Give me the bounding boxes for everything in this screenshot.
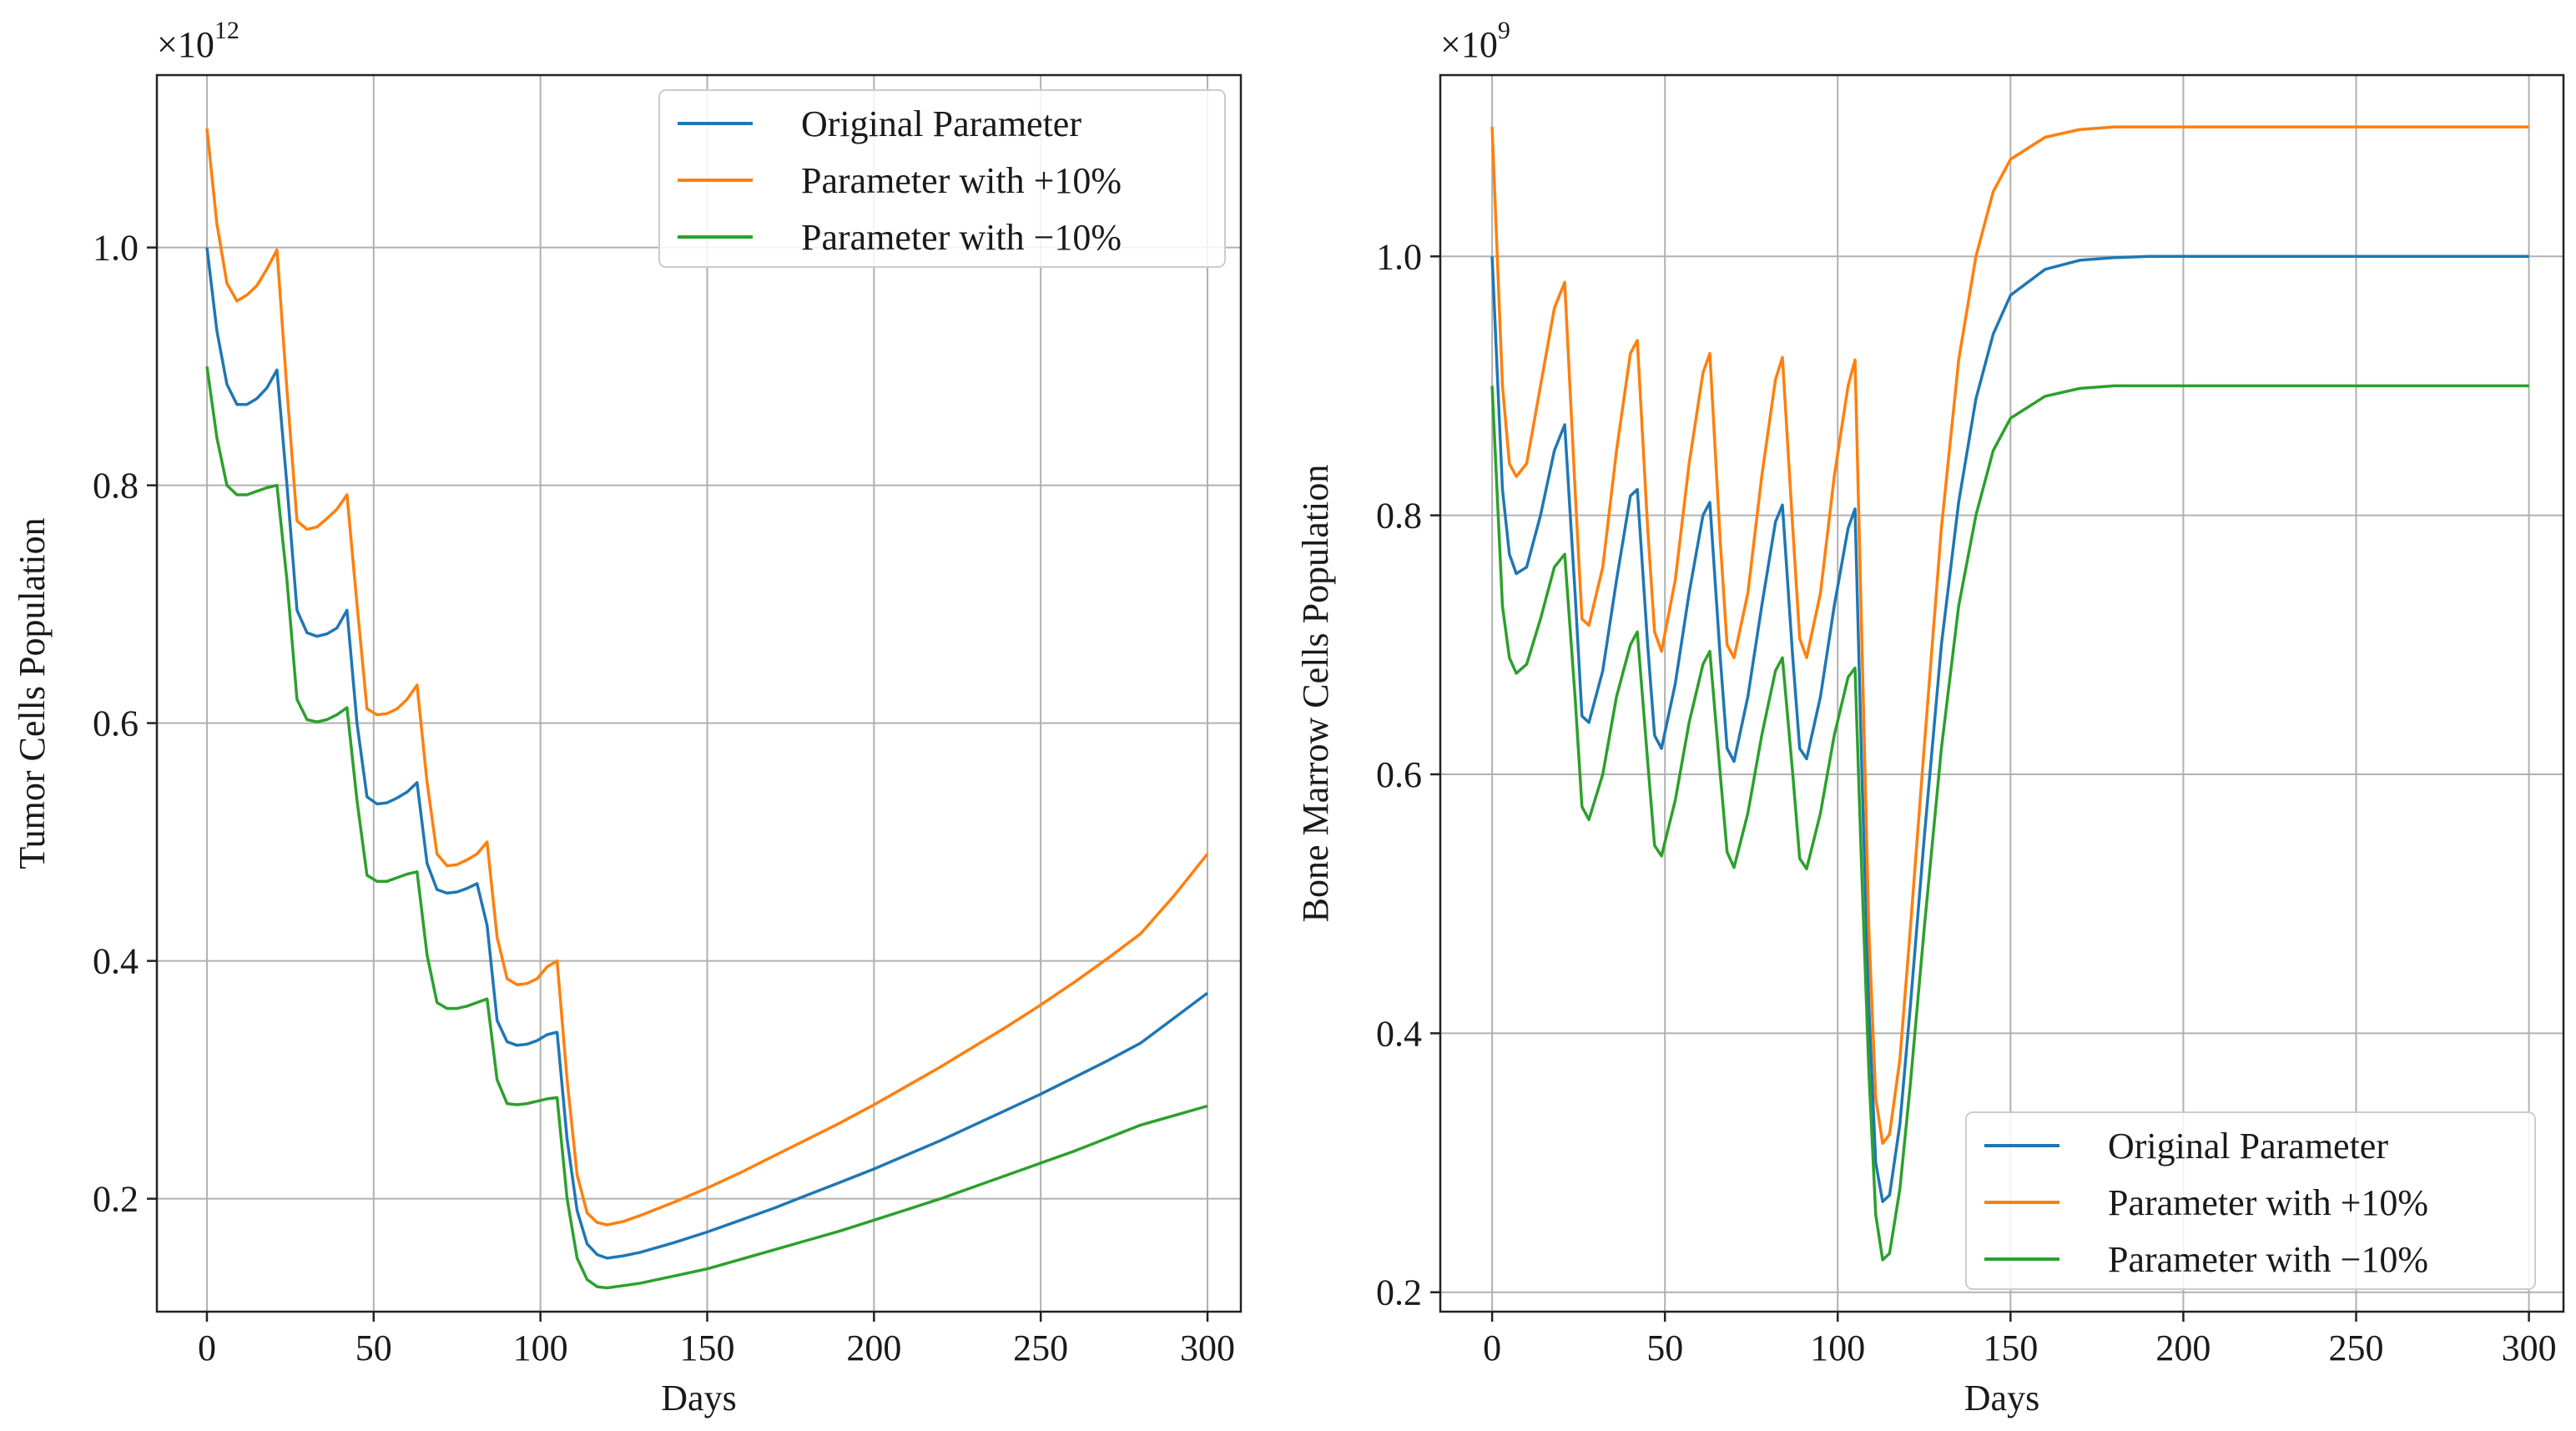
marrow-xtick-label: 100 [1810,1328,1865,1368]
bone-marrow-cells-chart: 0 50 100 150 200 250 300 0.2 0.4 0.6 0.8 1.0 Days Bon… [1295,17,2565,1418]
tumor-legend-box [658,89,1226,268]
marrow-yaxis-label: Bone Marrow Cells Population [1295,465,1336,923]
marrow-xtick-label: 250 [2329,1328,2384,1368]
marrow-xtick-label: 300 [2502,1328,2557,1368]
marrow-scale-label: ×109 [1440,17,1510,65]
marrow-series-line-2 [1490,384,2529,1262]
tumor-ytick-label: 0.8 [93,466,139,506]
tumor-ytick-label: 0.4 [93,941,139,982]
tumor-xtick-label: 0 [198,1328,216,1368]
marrow-axes-frame [1439,73,2565,1313]
marrow-legend-label: Parameter with −10% [2108,1239,2428,1280]
tumor-ytick-label: 0.6 [93,703,139,744]
tumor-series-line-2 [205,365,1208,1290]
tumor-xtick-label: 200 [846,1328,901,1368]
marrow-ytick-label: 0.6 [1376,754,1422,795]
marrow-xaxis-label: Days [1964,1378,2039,1418]
marrow-series-line-1 [1490,125,2529,1146]
marrow-series-line-0 [1490,254,2529,1203]
marrow-ytick-label: 1.0 [1376,236,1422,277]
tumor-legend-label: Parameter with +10% [801,160,1122,201]
marrow-ytick-label: 0.2 [1376,1272,1422,1313]
marrow-xtick-label: 200 [2155,1328,2211,1368]
tumor-legend-label: Parameter with −10% [801,217,1122,258]
marrow-legend-label: Parameter with +10% [2108,1182,2428,1223]
tumor-xtick-label: 100 [513,1328,568,1368]
marrow-xtick-label: 50 [1646,1328,1683,1368]
tumor-legend-label: Original Parameter [801,103,1081,144]
tumor-axes-frame [155,73,1243,1313]
tumor-cells-chart: 0 50 100 150 200 250 300 0.2 0.4 0.6 0.8 1.0 Days Tum… [12,17,1243,1418]
tumor-xtick-label: 50 [355,1328,392,1368]
marrow-legend: Original Parameter Parameter with +10% Par… [1965,1111,2536,1290]
tumor-series-line-0 [205,247,1209,1260]
marrow-ytick-label: 0.4 [1376,1013,1422,1054]
tumor-xtick-label: 250 [1013,1328,1068,1368]
marrow-xtick-label: 150 [1983,1328,2038,1368]
tumor-series-line-1 [205,128,1209,1227]
marrow-xtick-label: 0 [1483,1328,1501,1368]
tumor-scale-label: ×1012 [157,17,239,65]
marrow-ytick-label: 0.8 [1376,496,1422,537]
tumor-xtick-label: 150 [679,1328,734,1368]
tumor-legend: Original Parameter Parameter with +10% Par… [658,89,1226,268]
marrow-legend-box [1965,1111,2536,1290]
tumor-ytick-label: 0.2 [93,1179,139,1220]
tumor-xaxis-label: Days [661,1378,736,1418]
marrow-legend-label: Original Parameter [2108,1126,2388,1166]
tumor-yaxis-label: Tumor Cells Population [12,517,53,869]
tumor-xtick-label: 300 [1180,1328,1235,1368]
tumor-ytick-label: 1.0 [93,228,139,269]
